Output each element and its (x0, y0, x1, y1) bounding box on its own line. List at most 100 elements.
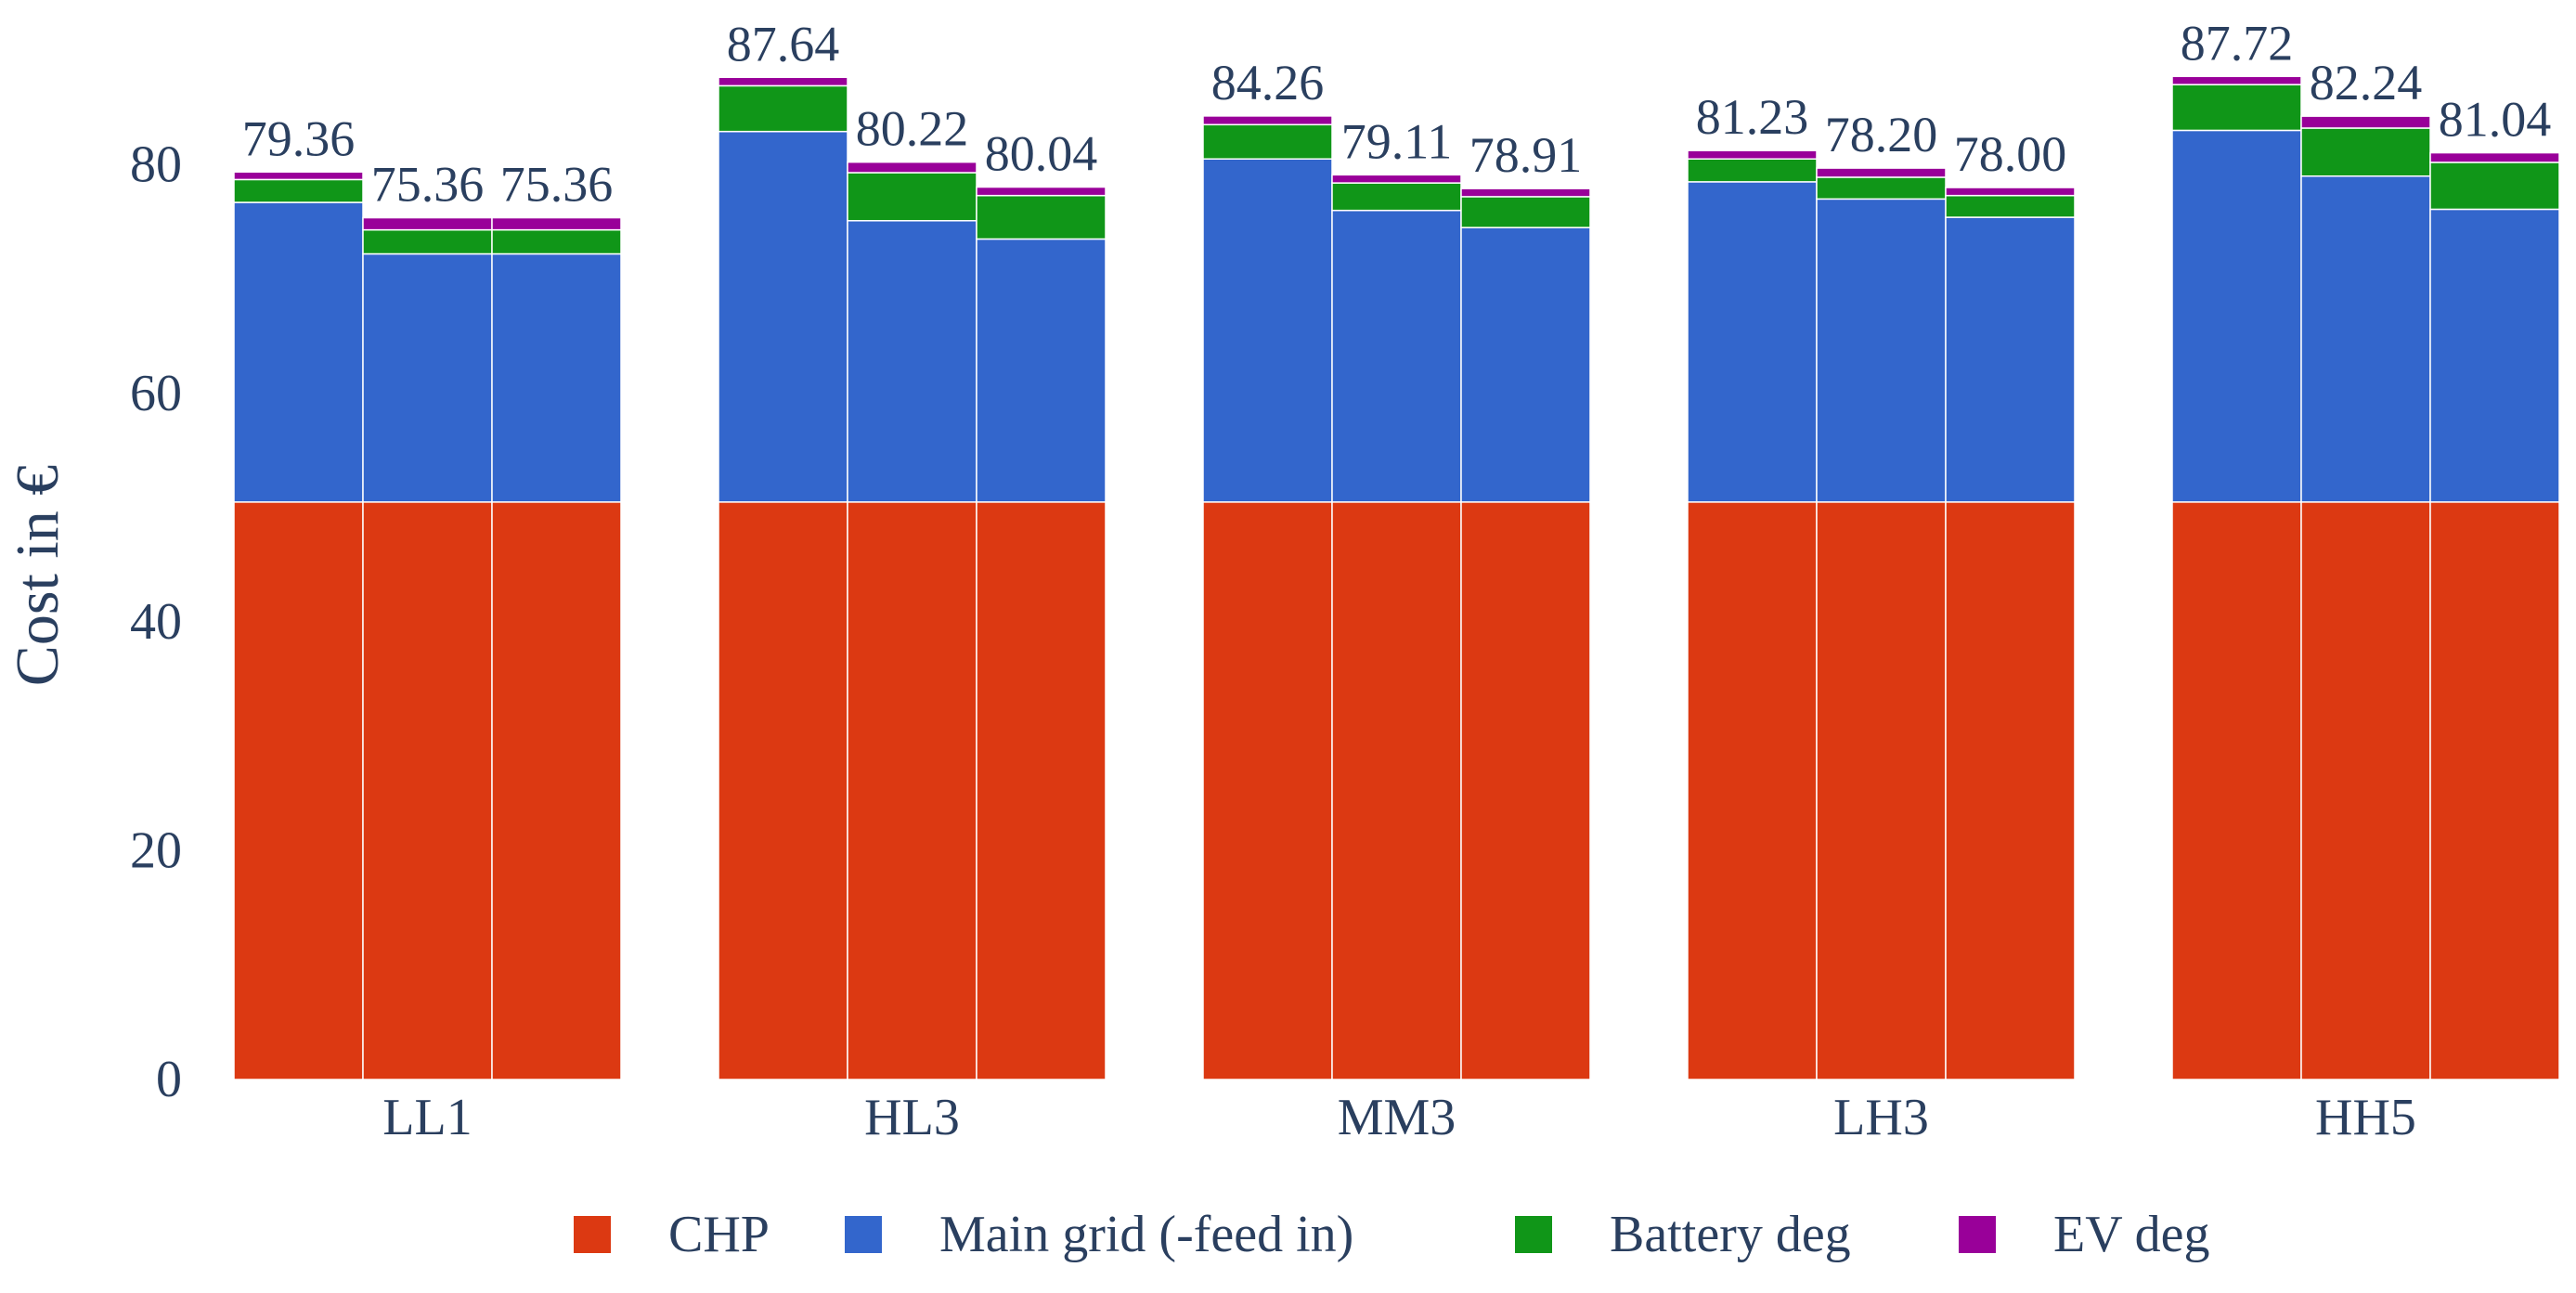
y-tick-label: 20 (130, 822, 182, 880)
legend-item-ev-deg[interactable]: EV deg (1959, 1206, 2210, 1263)
y-tick-label: 80 (130, 136, 182, 193)
bar-segment-battery-deg[interactable] (976, 194, 1107, 240)
bar-segment-battery-deg[interactable] (233, 178, 364, 203)
bar-total-label: 81.23 (1696, 89, 1809, 145)
bar-segment-battery-deg[interactable] (718, 84, 848, 133)
total-labels-group: 79.36 75.36 75.36 87.64 80.22 80.04 84.26 79.11… (242, 15, 2552, 212)
bar-segment-main-grid-feed-in[interactable] (2429, 208, 2560, 503)
bar-segment-chp[interactable] (2429, 501, 2560, 1080)
bar-segment-battery-deg[interactable] (1331, 182, 1462, 212)
bar-total-label: 79.11 (1341, 113, 1453, 169)
bar-total-label: 80.04 (985, 126, 1098, 182)
legend[interactable]: CHP Main grid (-feed in) Battery deg EV deg (574, 1206, 2210, 1263)
bar-segment-ev-deg[interactable] (491, 216, 622, 231)
x-tick-label: LL1 (382, 1089, 472, 1146)
bar-total-label: 75.36 (371, 157, 485, 213)
legend-label: Battery deg (1610, 1206, 1851, 1263)
bar-segment-chp[interactable] (362, 501, 493, 1080)
bar-segment-main-grid-feed-in[interactable] (1945, 216, 2076, 503)
x-tick-label: HL3 (864, 1089, 960, 1146)
bar-total-label: 75.36 (500, 157, 614, 213)
legend-label: Main grid (-feed in) (939, 1206, 1353, 1263)
bar-segment-main-grid-feed-in[interactable] (1687, 181, 1818, 503)
bar-segment-battery-deg[interactable] (2171, 84, 2302, 132)
bar-segment-main-grid-feed-in[interactable] (1816, 198, 1947, 503)
bar-segment-chp[interactable] (1460, 501, 1591, 1080)
bar-segment-main-grid-feed-in[interactable] (1202, 158, 1333, 503)
bar-segment-battery-deg[interactable] (2300, 127, 2431, 177)
bar-segment-ev-deg[interactable] (1331, 174, 1462, 184)
bar-segment-battery-deg[interactable] (1687, 158, 1818, 183)
bar-segment-ev-deg[interactable] (1687, 149, 1818, 160)
bar-segment-battery-deg[interactable] (491, 228, 622, 255)
bar-total-label: 84.26 (1211, 55, 1325, 110)
bar-segment-main-grid-feed-in[interactable] (2171, 129, 2302, 503)
legend-item-main-grid-feed-in[interactable]: Main grid (-feed in) (845, 1206, 1353, 1263)
y-axis-title: Cost in € (4, 465, 71, 686)
bar-segment-chp[interactable] (2300, 501, 2431, 1080)
bar-segment-ev-deg[interactable] (718, 76, 848, 87)
bar-segment-ev-deg[interactable] (1945, 187, 2076, 197)
bar-segment-main-grid-feed-in[interactable] (718, 130, 848, 503)
bar-segment-main-grid-feed-in[interactable] (847, 220, 977, 503)
bar-segment-ev-deg[interactable] (2429, 151, 2560, 163)
bar-segment-main-grid-feed-in[interactable] (2300, 175, 2431, 503)
bar-segment-chp[interactable] (1687, 501, 1818, 1080)
bar-segment-main-grid-feed-in[interactable] (976, 238, 1107, 503)
legend-swatch (1515, 1216, 1552, 1253)
x-tick-label: LH3 (1833, 1089, 1929, 1146)
y-axis: 0 20 40 60 80 (130, 136, 182, 1108)
bar-total-label: 81.04 (2439, 92, 2552, 148)
bar-segment-battery-deg[interactable] (1202, 123, 1333, 160)
legend-label: EV deg (2053, 1206, 2210, 1263)
bar-total-label: 80.22 (856, 101, 969, 157)
bar-total-label: 87.72 (2181, 15, 2294, 71)
bar-segment-ev-deg[interactable] (976, 186, 1107, 197)
bar-total-label: 78.20 (1825, 107, 1938, 162)
bar-segment-main-grid-feed-in[interactable] (491, 252, 622, 503)
bar-segment-chp[interactable] (1331, 501, 1462, 1080)
bar-segment-main-grid-feed-in[interactable] (1460, 226, 1591, 503)
bar-segment-ev-deg[interactable] (847, 161, 977, 174)
legend-swatch (1959, 1216, 1996, 1253)
bar-segment-ev-deg[interactable] (1816, 167, 1947, 178)
bar-segment-ev-deg[interactable] (2171, 75, 2302, 85)
bar-segment-chp[interactable] (976, 501, 1107, 1080)
y-tick-label: 60 (130, 365, 182, 422)
bar-segment-chp[interactable] (491, 501, 622, 1080)
bar-segment-chp[interactable] (847, 501, 977, 1080)
bar-segment-main-grid-feed-in[interactable] (1331, 209, 1462, 503)
bar-segment-chp[interactable] (718, 501, 848, 1080)
bar-total-label: 79.36 (242, 110, 356, 166)
legend-item-battery-deg[interactable]: Battery deg (1515, 1206, 1851, 1263)
bar-segment-battery-deg[interactable] (362, 228, 493, 255)
bar-segment-chp[interactable] (2171, 501, 2302, 1080)
bar-total-label: 78.00 (1954, 126, 2067, 182)
bar-segment-main-grid-feed-in[interactable] (233, 201, 364, 503)
bar-segment-battery-deg[interactable] (1460, 196, 1591, 228)
y-tick-label: 0 (156, 1051, 182, 1108)
bar-segment-main-grid-feed-in[interactable] (362, 252, 493, 503)
bar-segment-chp[interactable] (1945, 501, 2076, 1080)
bar-segment-ev-deg[interactable] (1460, 187, 1591, 198)
bar-segment-chp[interactable] (233, 501, 364, 1080)
bar-segment-battery-deg[interactable] (1945, 194, 2076, 218)
y-tick-label: 40 (130, 593, 182, 651)
bar-segment-battery-deg[interactable] (1816, 176, 1947, 200)
bar-segment-chp[interactable] (1202, 501, 1333, 1080)
legend-label: CHP (668, 1206, 770, 1263)
x-tick-label: MM3 (1338, 1089, 1456, 1146)
legend-swatch (845, 1216, 882, 1253)
bar-total-label: 78.91 (1469, 127, 1583, 183)
bar-total-label: 87.64 (727, 16, 840, 71)
legend-swatch (574, 1216, 611, 1253)
bar-segment-battery-deg[interactable] (847, 172, 977, 222)
bar-segment-battery-deg[interactable] (2429, 162, 2560, 211)
bar-segment-chp[interactable] (1816, 501, 1947, 1080)
legend-item-chp[interactable]: CHP (574, 1206, 770, 1263)
bar-segment-ev-deg[interactable] (362, 216, 493, 231)
bar-segment-ev-deg[interactable] (233, 171, 364, 181)
bar-total-label: 82.24 (2310, 55, 2423, 110)
bar-segment-ev-deg[interactable] (1202, 115, 1333, 126)
bar-segment-ev-deg[interactable] (2300, 115, 2431, 129)
